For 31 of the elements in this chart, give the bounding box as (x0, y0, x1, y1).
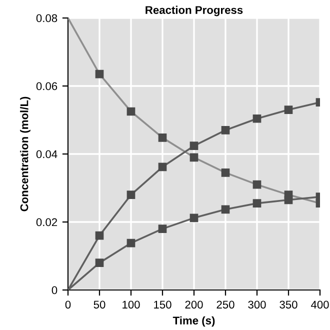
point (284, 106, 293, 114)
x-tick-label: 200 (185, 300, 203, 309)
point (252, 114, 262, 123)
point (284, 196, 293, 204)
x-tick-label: 250 (216, 300, 234, 309)
y-tick-label: 0.06 (36, 82, 58, 90)
y-axis-title: Concentration (mol/L) (20, 96, 30, 212)
x-tick-label: 100 (122, 300, 140, 309)
x-tick-label: 150 (154, 300, 172, 309)
point (158, 162, 167, 172)
y-tick-label: 0.04 (36, 150, 58, 158)
x-tick-label: 300 (248, 300, 266, 309)
x-tick-label: 350 (280, 300, 298, 309)
point (95, 258, 104, 267)
y-tick-label: 0 (52, 286, 58, 294)
point (190, 214, 198, 222)
point (221, 126, 230, 134)
point (126, 190, 136, 199)
point (252, 199, 262, 208)
chart-title: Reaction Progress (146, 6, 243, 16)
point (95, 231, 104, 240)
x-tick-label: 0 (65, 300, 71, 309)
x-tick-label: 400 (310, 300, 329, 309)
y-tick-label: 0.08 (36, 14, 58, 22)
point (126, 238, 136, 248)
point (190, 142, 198, 150)
x-axis-title: Time (s) (172, 316, 215, 327)
y-tick-label: 0.02 (36, 218, 58, 226)
x-tick-label: 50 (94, 300, 106, 309)
point (221, 205, 230, 214)
point (158, 224, 167, 233)
